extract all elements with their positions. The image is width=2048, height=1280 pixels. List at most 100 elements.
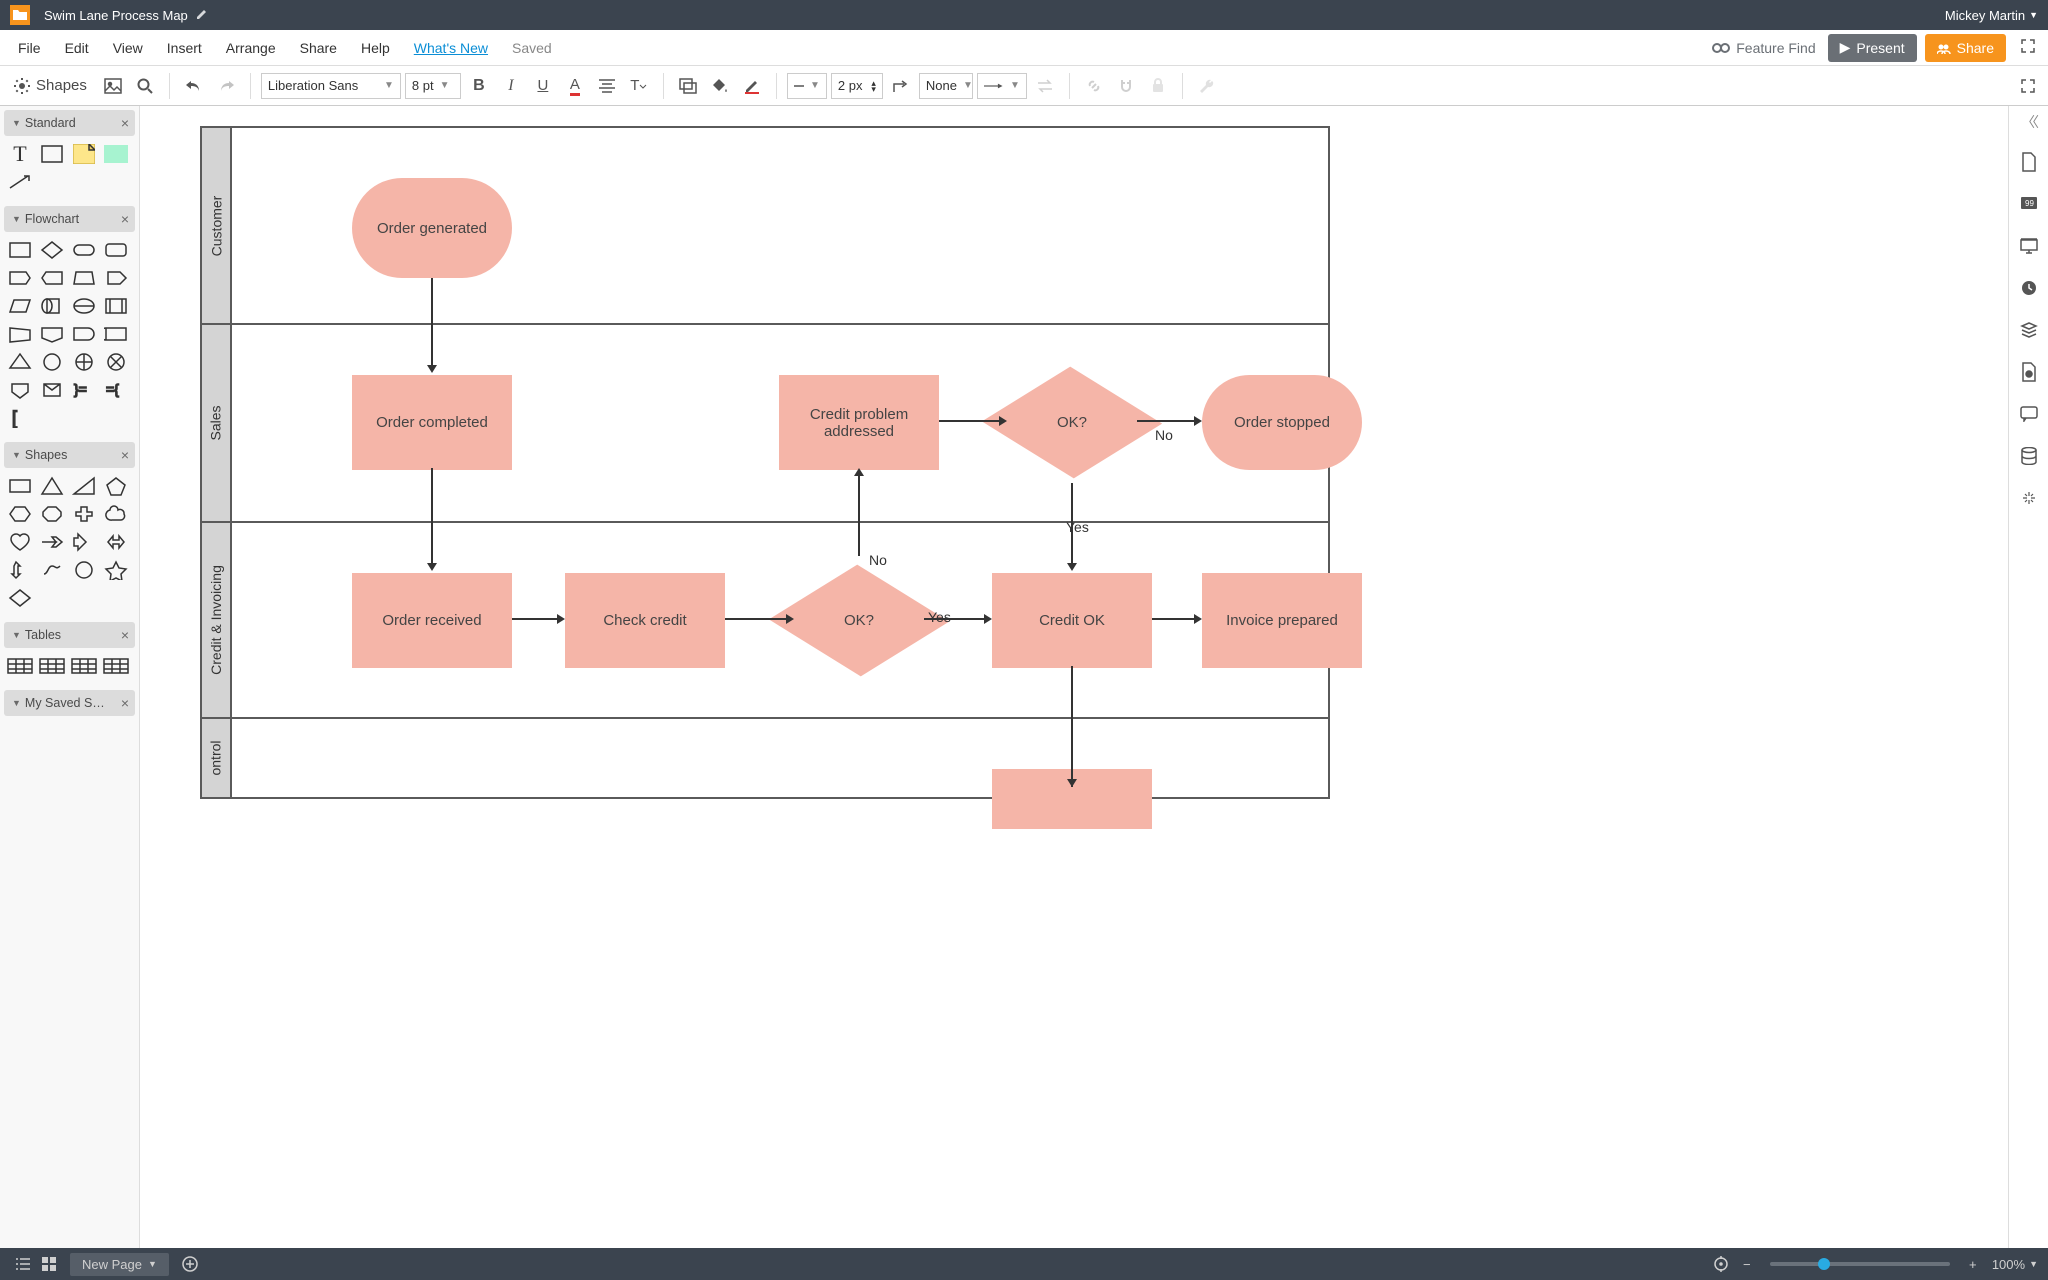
basic-shape[interactable] xyxy=(6,502,34,526)
expand-icon[interactable] xyxy=(2014,72,2042,100)
basic-shape[interactable] xyxy=(6,586,34,610)
lock-icon[interactable] xyxy=(1144,72,1172,100)
diagram-node[interactable]: Order received xyxy=(352,573,512,668)
lane-label[interactable]: Credit & Invoicing xyxy=(202,523,232,717)
lane-label[interactable]: ontrol xyxy=(202,719,232,797)
layers-icon[interactable] xyxy=(2017,318,2041,342)
swap-arrows-icon[interactable] xyxy=(1031,72,1059,100)
shape-text[interactable]: T xyxy=(6,142,34,166)
flowchart-shape[interactable] xyxy=(6,350,34,374)
table-shape[interactable] xyxy=(102,654,130,678)
diagram-node[interactable]: OK? xyxy=(1007,360,1137,485)
arrow-select[interactable]: ▼ xyxy=(977,73,1027,99)
basic-shape[interactable] xyxy=(70,558,98,582)
flowchart-shape[interactable]: [ xyxy=(6,406,34,430)
panel-header-saved[interactable]: ▼My Saved S…× xyxy=(4,690,135,716)
font-family-select[interactable]: Liberation Sans▼ xyxy=(261,73,401,99)
basic-shape[interactable] xyxy=(6,530,34,554)
fullscreen-icon[interactable] xyxy=(2014,39,2042,56)
flowchart-shape[interactable] xyxy=(70,238,98,262)
menu-whats-new[interactable]: What's New xyxy=(402,34,500,62)
panel-header-standard[interactable]: ▼Standard× xyxy=(4,110,135,136)
add-page-icon[interactable] xyxy=(177,1251,203,1277)
panel-header-shapes[interactable]: ▼Shapes× xyxy=(4,442,135,468)
chat-icon[interactable] xyxy=(2017,402,2041,426)
close-icon[interactable]: × xyxy=(121,115,129,131)
user-menu[interactable]: Mickey Martin ▼ xyxy=(1945,8,2038,23)
folder-icon[interactable] xyxy=(10,5,30,25)
link-icon[interactable] xyxy=(1080,72,1108,100)
menu-edit[interactable]: Edit xyxy=(53,34,101,62)
comment-icon[interactable]: 99 xyxy=(2017,192,2041,216)
line-type-select[interactable]: ▼ xyxy=(787,73,827,99)
flowchart-shape[interactable] xyxy=(38,294,66,318)
table-shape[interactable] xyxy=(6,654,34,678)
presentation-icon[interactable] xyxy=(2017,234,2041,258)
menu-arrange[interactable]: Arrange xyxy=(214,34,288,62)
close-icon[interactable]: × xyxy=(121,695,129,711)
basic-shape[interactable] xyxy=(102,502,130,526)
edit-title-icon[interactable] xyxy=(196,8,208,23)
table-shape[interactable] xyxy=(38,654,66,678)
flowchart-shape[interactable] xyxy=(38,350,66,374)
feature-find[interactable]: Feature Find xyxy=(1712,40,1815,56)
text-color-icon[interactable]: A xyxy=(561,72,589,100)
target-icon[interactable] xyxy=(1708,1251,1734,1277)
close-icon[interactable]: × xyxy=(121,447,129,463)
shape-arrow-line[interactable] xyxy=(6,170,34,194)
diagram-node[interactable]: Credit OK xyxy=(992,573,1152,668)
flowchart-shape[interactable] xyxy=(38,266,66,290)
basic-shape[interactable] xyxy=(102,530,130,554)
close-icon[interactable]: × xyxy=(121,211,129,227)
flowchart-shape[interactable] xyxy=(70,266,98,290)
diagram-node[interactable]: OK? xyxy=(794,558,924,683)
basic-shape[interactable] xyxy=(70,474,98,498)
present-button[interactable]: ▶ Present xyxy=(1828,34,1917,62)
basic-shape[interactable] xyxy=(6,474,34,498)
page-icon[interactable] xyxy=(2017,150,2041,174)
diagram-node[interactable]: Order stopped xyxy=(1202,375,1362,470)
menu-help[interactable]: Help xyxy=(349,34,402,62)
underline-icon[interactable]: U xyxy=(529,72,557,100)
flowchart-shape[interactable] xyxy=(102,294,130,318)
document-title[interactable]: Swim Lane Process Map xyxy=(44,8,188,23)
flowchart-shape[interactable]: }= xyxy=(70,378,98,402)
history-icon[interactable] xyxy=(2017,276,2041,300)
flowchart-shape[interactable] xyxy=(70,294,98,318)
menu-insert[interactable]: Insert xyxy=(155,34,214,62)
shape-border-icon[interactable] xyxy=(674,72,702,100)
flowchart-shape[interactable] xyxy=(6,238,34,262)
flowchart-shape[interactable] xyxy=(6,322,34,346)
flowchart-shape[interactable]: ={ xyxy=(102,378,130,402)
magnet-icon[interactable] xyxy=(1112,72,1140,100)
basic-shape[interactable] xyxy=(38,474,66,498)
undo-icon[interactable] xyxy=(180,72,208,100)
basic-shape[interactable] xyxy=(38,502,66,526)
line-shape-icon[interactable] xyxy=(887,72,915,100)
diagram-node[interactable]: Credit problem addressed xyxy=(779,375,939,470)
close-icon[interactable]: × xyxy=(121,627,129,643)
flowchart-shape[interactable] xyxy=(102,238,130,262)
zoom-level[interactable]: 100%▼ xyxy=(1992,1257,2038,1272)
text-options-icon[interactable]: T xyxy=(625,72,653,100)
border-color-icon[interactable] xyxy=(738,72,766,100)
align-icon[interactable] xyxy=(593,72,621,100)
canvas[interactable]: CustomerOrder generatedSalesOrder comple… xyxy=(140,106,2008,1248)
lane-label[interactable]: Sales xyxy=(202,325,232,521)
basic-shape[interactable] xyxy=(102,558,130,582)
share-button[interactable]: Share xyxy=(1925,34,2006,62)
redo-icon[interactable] xyxy=(212,72,240,100)
basic-shape[interactable] xyxy=(38,558,66,582)
diagram-node[interactable]: Invoice prepared xyxy=(1202,573,1362,668)
basic-shape[interactable] xyxy=(70,530,98,554)
basic-shape[interactable] xyxy=(102,474,130,498)
flowchart-shape[interactable] xyxy=(38,238,66,262)
basic-shape[interactable] xyxy=(70,502,98,526)
magic-icon[interactable] xyxy=(2017,486,2041,510)
outline-view-icon[interactable] xyxy=(10,1251,36,1277)
menu-file[interactable]: File xyxy=(6,34,53,62)
menu-view[interactable]: View xyxy=(101,34,155,62)
line-style-select[interactable]: None▼ xyxy=(919,73,973,99)
page-tab[interactable]: New Page▼ xyxy=(70,1253,169,1276)
diagram-node[interactable] xyxy=(992,769,1152,829)
